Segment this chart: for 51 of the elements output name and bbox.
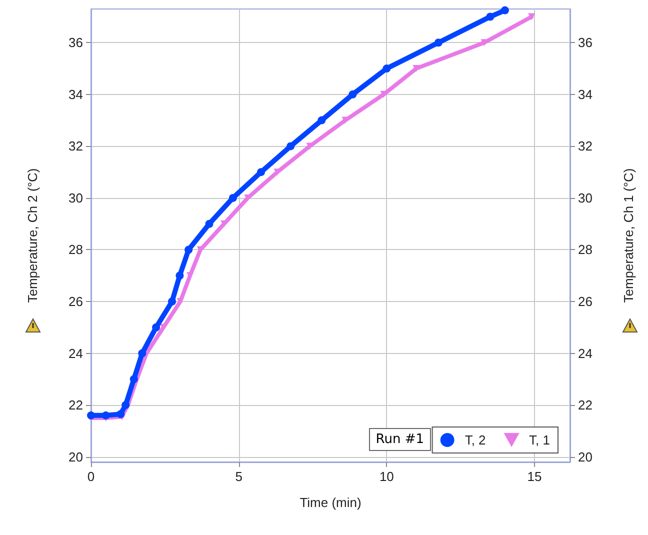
y2-tick-label: 34 [578,86,592,102]
point [382,64,391,73]
point [176,272,184,280]
point [500,6,509,14]
point [184,246,193,254]
y-tick-label: 30 [68,190,83,206]
y-tick-label: 32 [68,138,83,154]
y-tick-label: 28 [68,242,83,258]
x-tick-label: 15 [527,469,542,484]
point [528,13,536,20]
point [434,38,442,47]
point [318,116,326,124]
y-axis-title: Temperature, Ch 2 (°C) [25,168,40,303]
point [480,39,488,46]
y-tick-label: 36 [68,35,83,50]
point [348,90,357,98]
point [228,194,237,202]
y2-tick-label: 20 [578,449,592,464]
point [486,12,494,21]
point [176,298,184,306]
point [138,349,146,358]
y2-tick-label: 28 [578,242,592,258]
y2-tick-label: 24 [578,346,592,361]
x-tick-label: 10 [379,469,394,484]
point [130,375,138,384]
x-tick-label: 5 [235,469,242,484]
point [152,323,160,332]
y-tick-label: 22 [68,398,83,413]
y-tick-label: 26 [68,294,83,310]
point [87,411,95,420]
legend-label: T, 2 [464,432,486,448]
point [168,298,176,306]
point [286,142,295,150]
point [205,220,214,228]
legend-label: T, 1 [529,432,550,448]
x-tick-label: 0 [87,469,95,484]
point [412,65,420,72]
y2-axis-title: Temperature, Ch 1 (°C) [621,168,636,303]
legend-title: Run #1 [368,428,431,451]
point [122,401,130,410]
point [257,168,266,176]
y2-tick-label: 32 [578,138,592,154]
y2-tick-label: 30 [578,190,592,206]
y2-tick-label: 36 [578,35,592,50]
y-tick-label: 34 [68,86,83,102]
y2-tick-label: 26 [578,294,592,310]
point [102,411,110,420]
y2-tick-label: 22 [578,398,592,413]
y-tick-label: 20 [68,449,83,464]
y-tick-label: 24 [68,346,83,361]
x-axis-title: Time (min) [300,495,362,510]
